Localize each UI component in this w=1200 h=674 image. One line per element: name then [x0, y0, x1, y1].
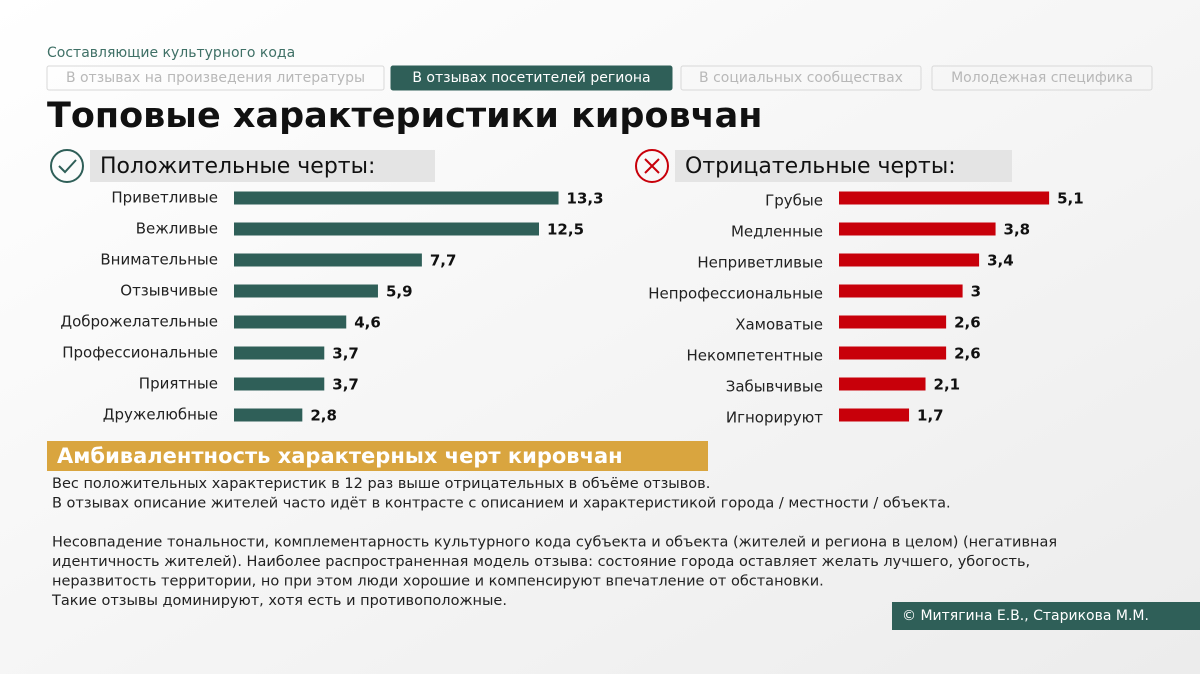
check-mark [58, 159, 77, 174]
credit-box [892, 602, 1200, 630]
bar [234, 253, 422, 267]
category-label: Игнорируют [726, 409, 823, 427]
value-label: 3,7 [332, 376, 359, 394]
category-label: Забывчивые [726, 378, 823, 396]
cross-icon [635, 149, 669, 183]
value-label: 4,6 [354, 314, 381, 332]
tab[interactable] [680, 65, 922, 91]
body-line: идентичность жителей). Наиболее распрост… [52, 554, 1030, 570]
chart-title-box [90, 150, 435, 182]
value-label: 2,6 [954, 314, 981, 332]
value-label: 7,7 [430, 252, 457, 270]
value-label: 1,7 [917, 407, 944, 425]
value-label: 12,5 [547, 221, 584, 239]
category-label: Некомпетентные [687, 347, 824, 365]
category-label: Грубые [765, 192, 823, 210]
body-line: Вес положительных характеристик в 12 раз… [52, 476, 710, 492]
category-label: Доброжелательные [60, 313, 218, 331]
tab[interactable] [390, 65, 673, 91]
category-label: Отзывчивые [120, 282, 218, 300]
category-label: Непрофессиональные [648, 285, 823, 303]
category-label: Медленные [731, 223, 823, 241]
body-line: неразвитость территории, но при этом люд… [52, 574, 824, 590]
body-line: Такие отзывы доминируют, хотя есть и про… [51, 593, 507, 609]
category-label: Приятные [139, 375, 218, 393]
category-label: Профессиональные [62, 344, 218, 362]
title: Топовые характеристики кировчан [47, 96, 762, 136]
category-label: Приветливые [111, 189, 218, 207]
bar [839, 222, 996, 236]
chart-title-box [675, 150, 1012, 182]
value-label: 5,9 [386, 283, 413, 301]
credit: © Митягина Е.В., Старикова М.М. [902, 608, 1149, 624]
value-label: 3,4 [987, 252, 1014, 270]
category-label: Вежливые [136, 220, 218, 238]
cross-mark [644, 158, 660, 174]
bar [234, 377, 325, 391]
tab[interactable] [46, 65, 385, 91]
value-label: 2,1 [934, 376, 961, 394]
body-line: Несовпадение тональности, комплементарно… [52, 535, 1057, 551]
category-label: Неприветливые [697, 254, 823, 272]
bar [839, 346, 947, 360]
tab-label: Молодежная специфика [951, 70, 1133, 86]
tab-label: В отзывах на произведения литературы [66, 70, 365, 86]
bar [839, 284, 963, 298]
bar [234, 408, 303, 422]
bar [234, 191, 559, 205]
value-label: 5,1 [1057, 190, 1084, 208]
tab-label: В отзывах посетителей региона [412, 70, 650, 86]
tab-label: В социальных сообществах [699, 70, 903, 86]
value-label: 3 [971, 283, 981, 301]
bar [839, 408, 910, 422]
kicker: Составляющие культурного кода [47, 45, 295, 61]
bar [839, 315, 947, 329]
value-label: 3,8 [1004, 221, 1031, 239]
chart-title: Положительные черты: [100, 154, 375, 179]
body-line: В отзывах описание жителей часто идёт в … [52, 496, 951, 512]
bar [234, 346, 325, 360]
value-label: 2,8 [310, 407, 337, 425]
tab[interactable] [931, 65, 1153, 91]
bar [234, 284, 378, 298]
value-label: 3,7 [332, 345, 359, 363]
bar [234, 222, 539, 236]
check-icon [50, 149, 84, 183]
category-label: Хамоватые [735, 316, 823, 334]
section-bar [47, 441, 708, 471]
category-label: Внимательные [100, 251, 218, 269]
section-title: Амбивалентность характерных черт кировча… [57, 444, 623, 468]
bar [839, 253, 980, 267]
category-label: Дружелюбные [103, 406, 218, 424]
bar [234, 315, 347, 329]
chart-title: Отрицательные черты: [685, 154, 956, 179]
value-label: 2,6 [954, 345, 981, 363]
value-label: 13,3 [567, 190, 604, 208]
bar [839, 191, 1050, 205]
bar [839, 377, 926, 391]
